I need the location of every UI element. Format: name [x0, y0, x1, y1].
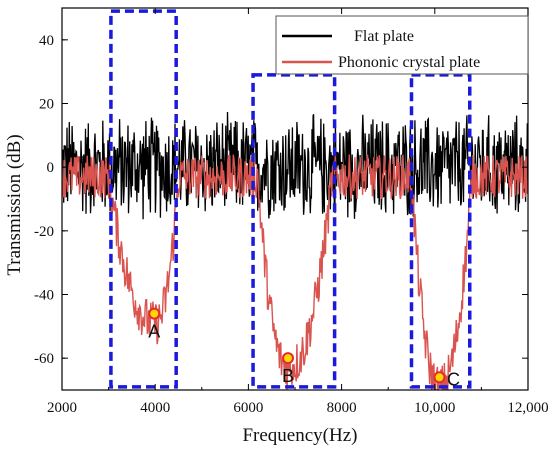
y-tick-label: -20 [34, 224, 54, 240]
x-tick-label: 6000 [233, 400, 263, 416]
x-axis-title: Frequency(Hz) [242, 425, 357, 446]
y-tick-label: -60 [34, 351, 54, 367]
y-tick-label: 40 [39, 33, 54, 49]
x-tick-label: 12,000 [507, 400, 548, 416]
highlight-box [251, 73, 337, 389]
marker-label-a: A [148, 322, 160, 342]
point-marker-b [282, 352, 295, 365]
y-axis-title: Transmission (dB) [4, 134, 25, 275]
highlight-box [409, 73, 472, 389]
x-tick-label: 4000 [140, 400, 170, 416]
series-phononic-crystal-plate-line [62, 154, 528, 390]
y-tick-label: 0 [47, 160, 55, 176]
plot-area: A B C [61, 7, 529, 391]
highlight-box [109, 9, 178, 389]
y-tick-label: 20 [39, 97, 54, 113]
axis-ticks: 2000 4000 6000 8000 10,000 12,000 -60 -40 -20 0 20… [34, 8, 549, 416]
x-tick-label: 2000 [47, 400, 77, 416]
legend-label: Flat plate [354, 28, 414, 45]
legend: Flat plate Phononic crystal plate [275, 15, 529, 75]
marker-label-c: C [447, 369, 460, 389]
series-flat-plate-line [62, 111, 528, 220]
marker-label-b: B [282, 366, 294, 386]
legend-label: Phononic crystal plate [338, 54, 480, 71]
x-tick-label: 8000 [327, 400, 357, 416]
x-tick-label: 10,000 [414, 400, 455, 416]
point-marker-a [148, 307, 161, 320]
point-marker-c [433, 371, 446, 384]
legend-box [275, 15, 529, 75]
y-tick-label: -40 [34, 288, 54, 304]
